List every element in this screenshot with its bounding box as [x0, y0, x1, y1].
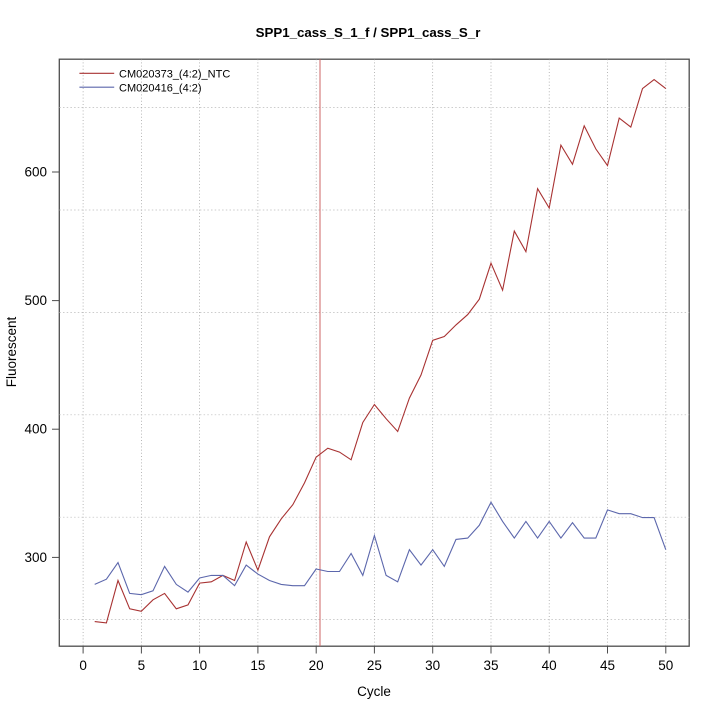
svg-text:20: 20 — [309, 658, 324, 673]
svg-text:30: 30 — [425, 658, 440, 673]
svg-text:400: 400 — [24, 422, 47, 437]
svg-text:25: 25 — [367, 658, 382, 673]
svg-text:40: 40 — [542, 658, 557, 673]
svg-text:CM020416_(4:2): CM020416_(4:2) — [119, 82, 202, 94]
svg-text:300: 300 — [24, 550, 47, 565]
svg-text:50: 50 — [658, 658, 673, 673]
svg-text:15: 15 — [250, 658, 265, 673]
svg-text:CM020373_(4:2)_NTC: CM020373_(4:2)_NTC — [119, 69, 230, 81]
svg-text:5: 5 — [138, 658, 146, 673]
svg-text:10: 10 — [192, 658, 207, 673]
svg-text:SPP1_cass_S_1_f / SPP1_cass_S_: SPP1_cass_S_1_f / SPP1_cass_S_r — [256, 25, 481, 40]
svg-text:Cycle: Cycle — [357, 684, 391, 699]
svg-text:Fluorescent: Fluorescent — [4, 316, 19, 387]
svg-text:35: 35 — [483, 658, 498, 673]
svg-text:45: 45 — [600, 658, 615, 673]
svg-text:500: 500 — [24, 293, 47, 308]
svg-text:0: 0 — [79, 658, 87, 673]
svg-text:600: 600 — [24, 165, 47, 180]
